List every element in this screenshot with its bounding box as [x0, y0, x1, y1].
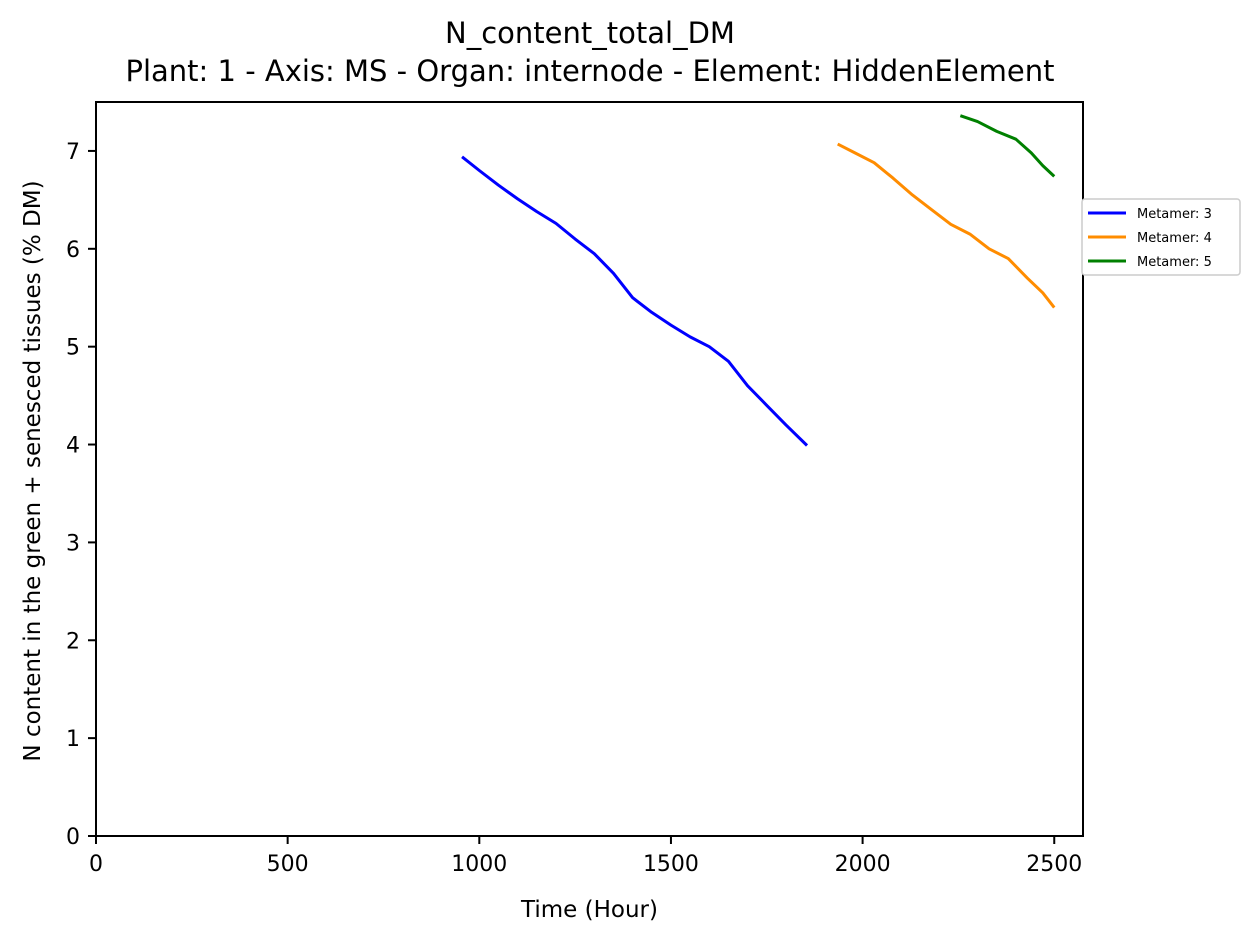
- series-line-metamer-3: [461, 155, 809, 447]
- legend-entry-label: Metamer: 3: [1137, 207, 1212, 222]
- y-tick-label: 7: [66, 140, 80, 165]
- y-axis-label: N content in the green + senesced tissue…: [20, 180, 46, 761]
- legend-entry-label: Metamer: 4: [1137, 231, 1212, 246]
- y-tick-label: 2: [66, 629, 80, 654]
- chart-title: N_content_total_DM: [445, 16, 735, 50]
- x-tick-label: 1000: [451, 852, 507, 877]
- y-tick-label: 3: [66, 531, 80, 556]
- x-tick-label: 1500: [643, 852, 699, 877]
- y-tick-label: 6: [66, 238, 80, 263]
- axes-layer: 0 500 1000 1500 2000 2500 0 1 2 3 4 5 6 7: [66, 101, 1084, 877]
- plot-frame: [95, 101, 1084, 837]
- chart-subtitle: Plant: 1 - Axis: MS - Organ: internode -…: [125, 54, 1055, 88]
- y-tick-label: 0: [66, 825, 80, 850]
- x-tick-label: 0: [89, 852, 103, 877]
- x-tick-label: 2500: [1026, 852, 1082, 877]
- y-tick-label: 4: [66, 434, 80, 459]
- y-tick-label: 5: [66, 336, 80, 361]
- y-tick-label: 1: [66, 727, 80, 752]
- series-line-metamer-5: [959, 114, 1056, 178]
- series-line-metamer-4: [837, 142, 1056, 309]
- series-layer: [461, 114, 1056, 447]
- legend: Metamer: 3 Metamer: 4 Metamer: 5: [1081, 198, 1241, 276]
- x-tick-label: 2000: [835, 852, 891, 877]
- x-axis-label: Time (Hour): [520, 897, 658, 923]
- legend-box: [1081, 198, 1241, 276]
- chart-title-block: N_content_total_DM Plant: 1 - Axis: MS -…: [0, 14, 1180, 90]
- legend-entry-label: Metamer: 5: [1137, 255, 1212, 270]
- x-tick-label: 500: [267, 852, 309, 877]
